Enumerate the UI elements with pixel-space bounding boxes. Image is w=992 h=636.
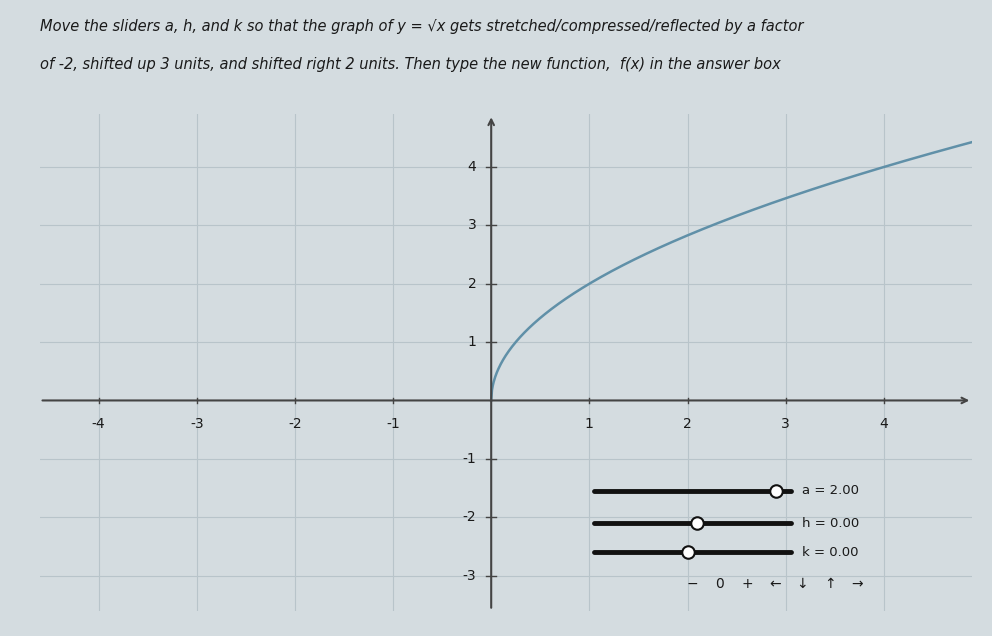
Text: -1: -1 xyxy=(462,452,476,466)
Text: a = 2.00: a = 2.00 xyxy=(803,485,859,497)
Text: 4: 4 xyxy=(880,417,888,431)
Text: ↑: ↑ xyxy=(824,577,835,591)
Text: -3: -3 xyxy=(189,417,203,431)
Text: -3: -3 xyxy=(463,569,476,583)
Text: -4: -4 xyxy=(92,417,105,431)
Text: ←: ← xyxy=(769,577,781,591)
Text: Move the sliders a, h, and k so that the graph of y = √x gets stretched/compress: Move the sliders a, h, and k so that the… xyxy=(40,19,804,34)
Text: 2: 2 xyxy=(467,277,476,291)
Text: →: → xyxy=(851,577,863,591)
Text: -2: -2 xyxy=(288,417,302,431)
Text: of -2, shifted up 3 units, and shifted right 2 units. Then type the new function: of -2, shifted up 3 units, and shifted r… xyxy=(40,57,781,73)
Text: ↓: ↓ xyxy=(797,577,808,591)
Text: -2: -2 xyxy=(463,510,476,524)
Text: 0: 0 xyxy=(715,577,724,591)
Text: 1: 1 xyxy=(585,417,594,431)
Text: 3: 3 xyxy=(467,218,476,232)
Text: h = 0.00: h = 0.00 xyxy=(803,516,860,530)
Text: -1: -1 xyxy=(386,417,400,431)
Text: k = 0.00: k = 0.00 xyxy=(803,546,859,558)
Text: 4: 4 xyxy=(467,160,476,174)
Text: 1: 1 xyxy=(467,335,476,349)
Text: 3: 3 xyxy=(782,417,790,431)
Text: +: + xyxy=(742,577,753,591)
Text: 2: 2 xyxy=(683,417,691,431)
Text: −: − xyxy=(686,577,698,591)
